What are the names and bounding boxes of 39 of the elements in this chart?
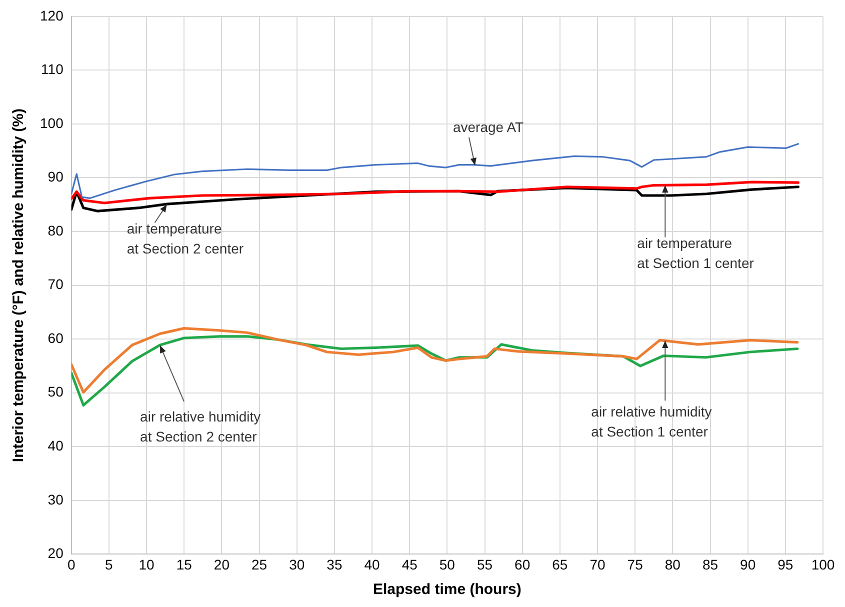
x-tick-label: 95 bbox=[778, 556, 794, 572]
annotation: air temperature at Section 2 center bbox=[126, 220, 244, 256]
x-tick-label: 80 bbox=[664, 556, 681, 572]
x-tick-label: 15 bbox=[176, 556, 192, 572]
y-tick-label: 40 bbox=[48, 438, 64, 454]
y-axis-title: Interior temperature (°F) and relative humidity (%) bbox=[10, 108, 28, 462]
annotation: air relative humidity at Section 2 center bbox=[140, 408, 261, 444]
y-tick-label: 80 bbox=[48, 222, 64, 238]
x-tick-label: 50 bbox=[439, 556, 456, 572]
x-tick-label: 75 bbox=[627, 556, 644, 572]
x-tick-label: 45 bbox=[402, 556, 418, 572]
annotation: air temperature at Section 1 center bbox=[637, 235, 754, 272]
y-tick-label: 90 bbox=[48, 168, 64, 185]
x-tick-label: 55 bbox=[476, 556, 493, 572]
x-tick-label: 20 bbox=[214, 556, 230, 572]
y-tick-label: 50 bbox=[48, 384, 64, 400]
y-tick-label: 70 bbox=[48, 276, 64, 292]
y-tick-label: 120 bbox=[40, 7, 64, 24]
x-tick-label: 10 bbox=[138, 556, 155, 572]
x-tick-label: 5 bbox=[105, 556, 114, 572]
x-tick-label: 85 bbox=[702, 556, 718, 572]
x-tick-label: 30 bbox=[289, 556, 305, 572]
y-tick-label: 20 bbox=[48, 545, 64, 562]
x-tick-label: 60 bbox=[514, 556, 530, 572]
y-tick-label: 30 bbox=[48, 491, 64, 508]
x-tick-label: 65 bbox=[552, 556, 568, 572]
y-tick-label: 110 bbox=[41, 61, 64, 78]
x-axis-title: Elapsed time (hours) bbox=[373, 581, 522, 598]
x-tick-label: 35 bbox=[326, 556, 342, 572]
x-tick-label: 25 bbox=[251, 556, 268, 572]
x-tick-label: 70 bbox=[590, 556, 606, 572]
x-tick-label: 40 bbox=[364, 556, 380, 572]
annotation: average AT bbox=[452, 119, 524, 136]
y-tick-label: 100 bbox=[40, 114, 64, 131]
annotation: air relative humidity at Section 1 center bbox=[591, 404, 712, 440]
y-tick-label: 60 bbox=[48, 330, 64, 346]
x-tick-label: 100 bbox=[811, 556, 835, 572]
x-tick-label: 0 bbox=[67, 556, 76, 572]
x-tick-label: 90 bbox=[740, 556, 756, 572]
